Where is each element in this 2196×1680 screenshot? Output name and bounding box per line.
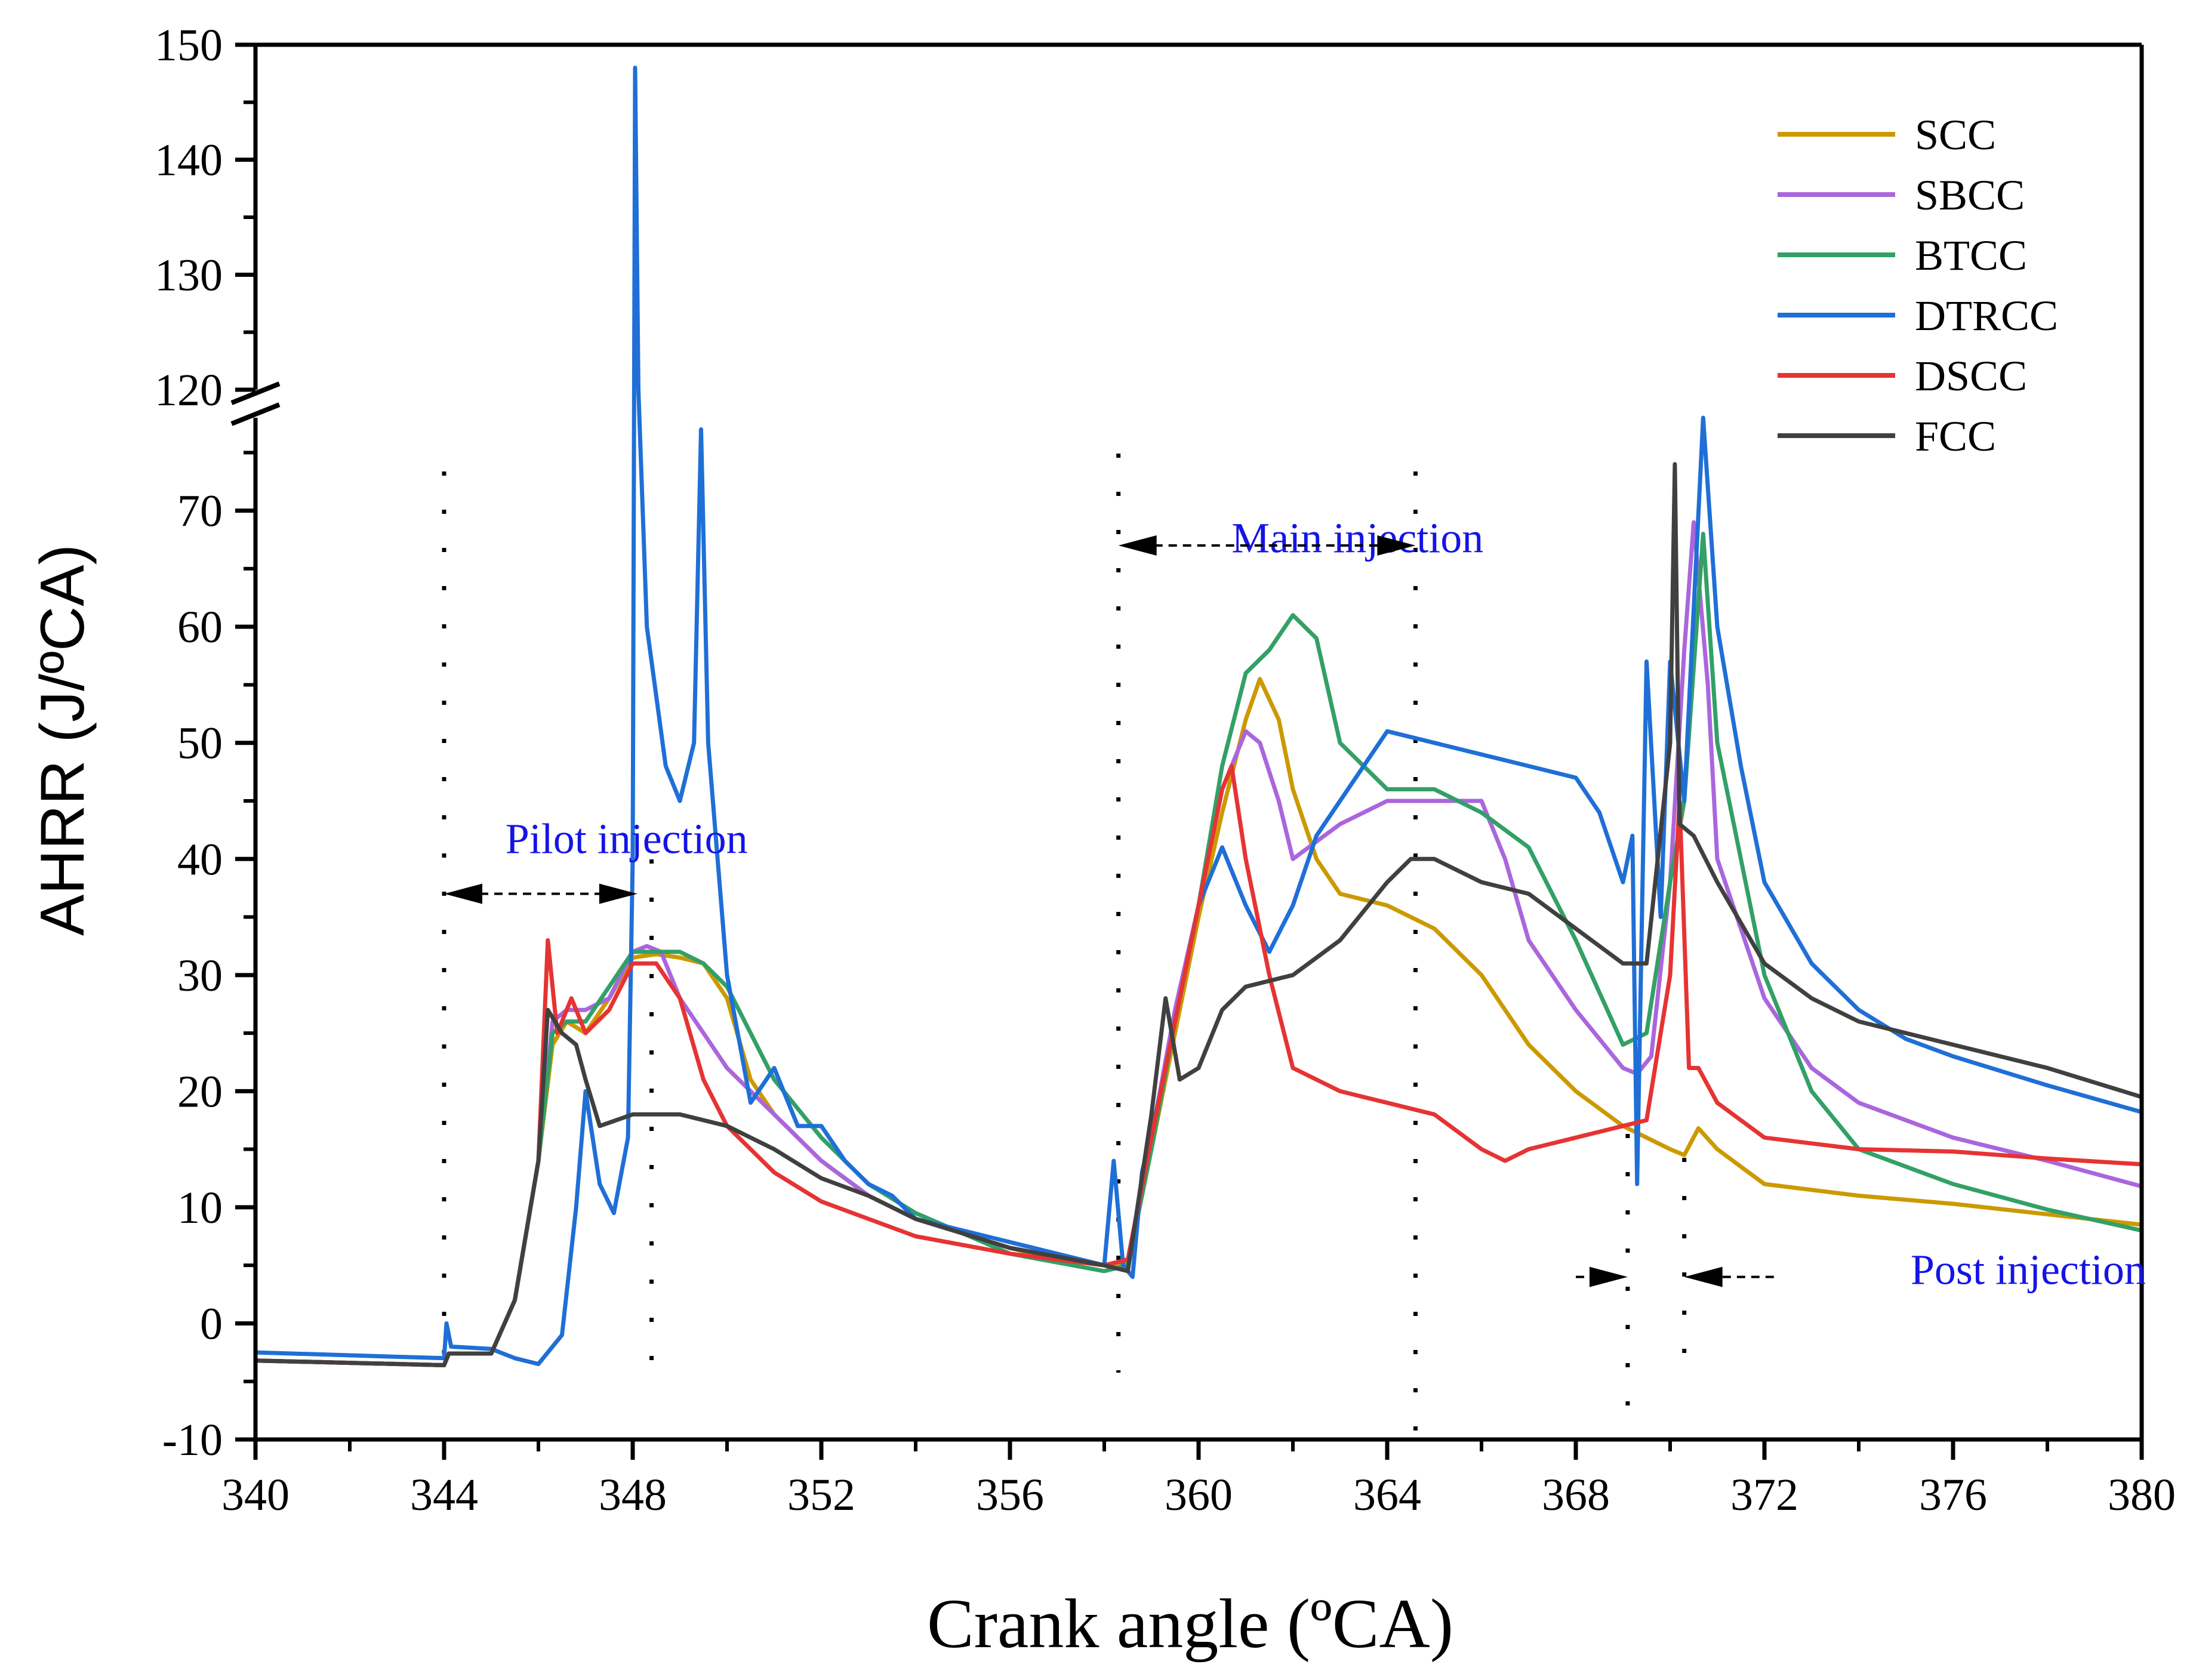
arrow-head — [599, 883, 637, 904]
arrow-head — [1118, 535, 1157, 556]
x-tick-label: 352 — [787, 1470, 855, 1520]
legend-item-dscc: DSCC — [1778, 352, 2027, 400]
y-tick-label: 120 — [155, 365, 223, 415]
arrow-head — [1377, 535, 1416, 556]
y-tick-label: 40 — [177, 834, 223, 884]
y-tick-label: -10 — [162, 1415, 223, 1465]
y-tick-label: 0 — [200, 1299, 223, 1349]
legend-item-fcc: FCC — [1778, 412, 1996, 460]
y-tick-label: 150 — [155, 20, 223, 70]
annotation-main: Main injection — [1118, 514, 1483, 562]
annotation-text: Main injection — [1231, 514, 1483, 562]
annotations: Pilot injection Main injection Post inject… — [444, 514, 2146, 1293]
y-tick-label: 30 — [177, 951, 223, 1001]
y-tick-label: 60 — [177, 602, 223, 652]
series-line-sbcc — [253, 520, 2144, 1367]
x-tick-label: 344 — [410, 1470, 478, 1520]
y-tick-label: 130 — [155, 250, 223, 300]
y-axis-title: AHRR (J/ºCA) — [28, 544, 97, 936]
legend-label: DTRCC — [1915, 292, 2058, 340]
x-tick-label: 356 — [976, 1470, 1044, 1520]
arrow-head — [1684, 1266, 1723, 1287]
arrow-head — [444, 883, 482, 904]
x-tick-label: 340 — [221, 1470, 289, 1520]
axes: 340 344 348 352 356 360 364 368 372 376 380 -10 0 10 2… — [155, 20, 2176, 1520]
series-line-dtrcc — [253, 66, 2144, 1366]
x-axis-title: Crank angle (ºCA) — [927, 1585, 1453, 1663]
annotation-post: Post injection — [1576, 1246, 2146, 1293]
legend-label: BTCC — [1915, 232, 2027, 279]
arrow-head — [1589, 1266, 1628, 1287]
legend-label: SBCC — [1915, 171, 2025, 219]
x-tick-label: 364 — [1353, 1470, 1421, 1520]
legend-item-dtrcc: DTRCC — [1778, 292, 2058, 340]
y-tick-label: 140 — [155, 135, 223, 186]
legend-label: SCC — [1915, 111, 1996, 159]
x-tick-label: 368 — [1542, 1470, 1610, 1520]
series-line-dscc — [253, 764, 2144, 1367]
annotation-text: Pilot injection — [506, 815, 748, 863]
y-tick-label: 20 — [177, 1066, 223, 1117]
y-tick-label: 50 — [177, 719, 223, 769]
legend-item-scc: SCC — [1778, 111, 1996, 159]
legend: SCC SBCC BTCC DTRCC DSCC FCC — [1778, 111, 2058, 460]
x-tick-label: 372 — [1730, 1470, 1798, 1520]
legend-item-btcc: BTCC — [1778, 232, 2027, 279]
legend-label: DSCC — [1915, 352, 2027, 400]
series-layer — [253, 66, 2144, 1367]
x-tick-label: 360 — [1165, 1470, 1233, 1520]
y-tick-label: 10 — [177, 1183, 223, 1233]
series-line-btcc — [253, 532, 2144, 1367]
x-tick-label: 348 — [599, 1470, 667, 1520]
x-tick-label: 376 — [1919, 1470, 1987, 1520]
axis-break-mark — [230, 381, 281, 405]
x-tick-label: 380 — [2108, 1470, 2176, 1520]
annotation-pilot: Pilot injection — [444, 815, 748, 904]
legend-label: FCC — [1915, 412, 1996, 460]
legend-item-sbcc: SBCC — [1778, 171, 2025, 219]
annotation-text: Post injection — [1911, 1246, 2146, 1293]
axis-break-mark — [230, 402, 281, 426]
series-line-fcc — [253, 462, 2144, 1367]
y-tick-label: 70 — [177, 486, 223, 537]
